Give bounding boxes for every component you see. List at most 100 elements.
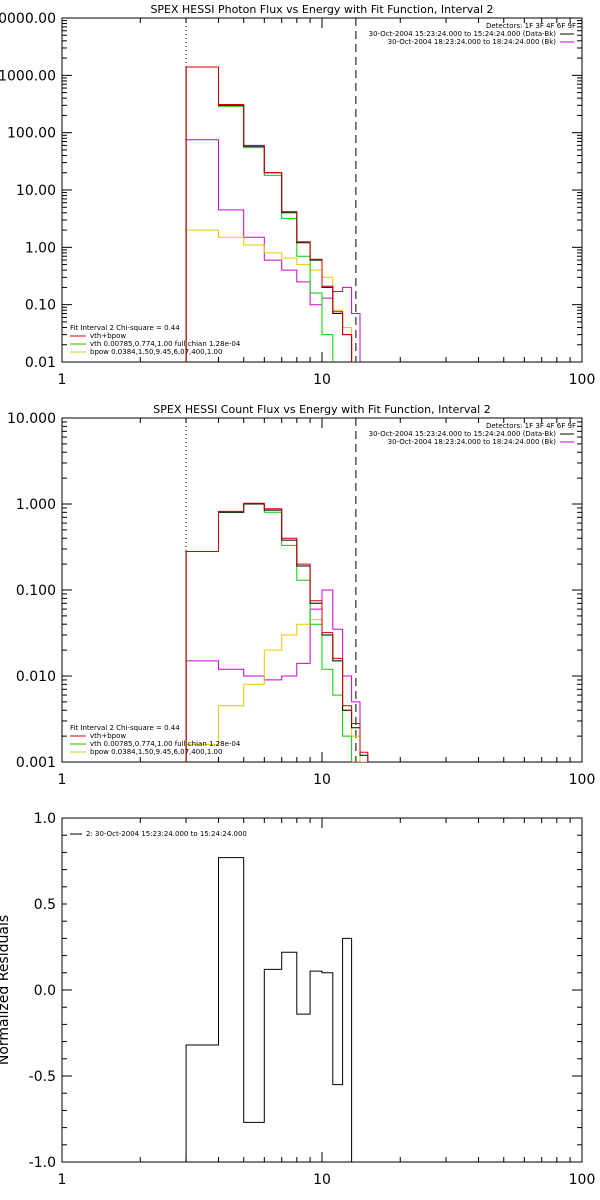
data-point-bg [352, 701, 360, 703]
data-point-total [333, 1084, 343, 1086]
data-point-sum [352, 361, 360, 363]
data-point-bpow [297, 623, 310, 625]
y-axis-label: Normalized Residuals [0, 915, 12, 1065]
legend-entry: 30-Oct-2004 18:23:24.000 to 18:24:24.000… [388, 38, 557, 46]
data-point-bg [282, 675, 297, 677]
histogram-line-total [185, 66, 361, 362]
chart-title: SPEX HESSI Count Flux vs Energy with Fit… [153, 403, 490, 416]
x-tick-label: 1 [58, 772, 67, 788]
data-point-vth [297, 579, 310, 581]
residual-legend-entry: 2: 30-Oct-2004 15:23:24.000 to 15:24:24.… [86, 830, 247, 838]
data-point-bpow [360, 761, 368, 763]
data-point-bpow [297, 264, 310, 266]
fit-legend-entry: vth+bpow [90, 732, 126, 740]
data-point-sum [297, 563, 310, 565]
data-point-vth [282, 217, 297, 219]
data-point-bpow [219, 236, 244, 238]
data-point-bpow [310, 269, 322, 271]
histogram-line-bg [185, 589, 361, 762]
y-tick-label: 1000.00 [0, 68, 56, 84]
data-point-bg [333, 628, 343, 630]
data-point-total [264, 968, 281, 970]
data-point-sum [310, 600, 322, 602]
data-point-vth [343, 735, 352, 737]
data-point-total [352, 727, 360, 729]
data-point-total [360, 754, 368, 756]
fit-legend-entry: vth 0.00785,0.774,1.00 full chian 1.28e-… [90, 740, 241, 748]
y-tick-label: 1.00 [25, 240, 56, 256]
data-point-vth [264, 511, 281, 513]
data-point-vth [333, 378, 343, 380]
data-point-sum [264, 172, 281, 174]
data-point-total [343, 937, 352, 939]
data-point-sum [352, 723, 360, 725]
data-point-bpow [352, 735, 360, 737]
data-point-vth [343, 391, 352, 393]
chart-panel-1: SPEX HESSI Photon Flux vs Energy with Fi… [0, 3, 596, 393]
data-point-total [322, 634, 333, 636]
fit-legend-entry: bpow 0.0384,1.50,9.45,6.07,400,1.00 [90, 348, 222, 356]
data-point-sum [219, 103, 244, 105]
series-vth [185, 66, 352, 393]
data-point-bg [352, 313, 360, 315]
data-point-sum [322, 632, 333, 634]
data-point-bg [219, 668, 244, 670]
y-tick-label: 1.000 [16, 497, 56, 513]
legend-entry: 30-Oct-2004 15:23:24.000 to 15:24:24.000… [369, 430, 557, 438]
y-tick-label: 100.00 [7, 126, 56, 142]
data-point-bpow [264, 649, 281, 651]
series-total [185, 66, 361, 362]
data-point-vth [360, 769, 368, 771]
data-point-sum [186, 551, 218, 553]
series-sum [185, 66, 361, 363]
data-point-total [310, 602, 322, 604]
data-point-total [219, 857, 244, 859]
data-point-bpow [244, 244, 265, 246]
y-tick-label: -0.5 [29, 1069, 56, 1085]
data-point-sum [333, 657, 343, 659]
x-tick-label: 100 [569, 1172, 596, 1188]
data-point-vth [322, 668, 333, 670]
x-tick-label: 1 [58, 372, 67, 388]
chart-panel-3: 1 10 100 1.0 0.5 0.0 -0.5 -1.0 Normalized Residu… [0, 811, 595, 1188]
data-point-bg [244, 236, 265, 238]
histogram-line-sum [185, 502, 369, 762]
histogram-line-sum [185, 66, 361, 362]
x-tick-label: 10 [313, 772, 331, 788]
data-point-sum [282, 211, 297, 213]
chart-panel-2: SPEX HESSI Count Flux vs Energy with Fit… [7, 403, 595, 788]
y-tick-label: 10.00 [16, 183, 56, 199]
data-point-bpow [343, 326, 352, 328]
data-point-bpow [244, 683, 265, 685]
series-bpow [185, 229, 353, 362]
series-vth [185, 503, 368, 771]
histogram-line-total [185, 857, 357, 1162]
y-tick-label: 0.010 [16, 669, 56, 685]
data-point-bg [343, 286, 352, 288]
x-tick-label: 100 [569, 372, 596, 388]
data-point-sum [310, 258, 322, 260]
series-sum [185, 502, 369, 762]
y-tick-label: 0.100 [16, 583, 56, 599]
y-tick-label: 0.01 [25, 355, 56, 371]
data-point-vth [322, 334, 333, 336]
y-tick-label: 0.001 [16, 755, 56, 771]
data-point-bg [186, 139, 218, 141]
fit-chi-square-label: Fit Interval 2 Chi-square = 0.44 [70, 324, 180, 332]
y-tick-label: 1.0 [34, 811, 56, 827]
histogram-line-vth [185, 66, 334, 362]
series-bg [185, 139, 361, 362]
data-point-sum [244, 502, 265, 504]
y-tick-label: 0.5 [34, 897, 56, 913]
data-point-vth [264, 174, 281, 176]
data-point-total [333, 660, 343, 662]
data-point-bpow [219, 705, 244, 707]
data-point-bpow [282, 257, 297, 259]
data-point-total [244, 1121, 265, 1123]
series-bg [185, 589, 361, 762]
data-point-sum [343, 334, 352, 336]
x-tick-label: 1 [58, 1172, 67, 1188]
data-point-bg [244, 675, 265, 677]
data-point-bg [186, 660, 218, 662]
